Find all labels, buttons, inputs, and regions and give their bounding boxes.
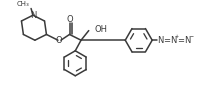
Text: N: N <box>157 36 163 45</box>
Text: =: = <box>177 36 184 45</box>
Text: O: O <box>66 15 73 24</box>
Text: −: − <box>189 34 193 39</box>
Text: N: N <box>184 36 191 45</box>
Text: N: N <box>170 36 177 45</box>
Text: =: = <box>163 36 170 45</box>
Text: OH: OH <box>95 25 107 34</box>
Text: O: O <box>56 36 62 45</box>
Text: +: + <box>175 34 179 39</box>
Text: N: N <box>30 11 36 20</box>
Text: CH₃: CH₃ <box>16 1 29 7</box>
